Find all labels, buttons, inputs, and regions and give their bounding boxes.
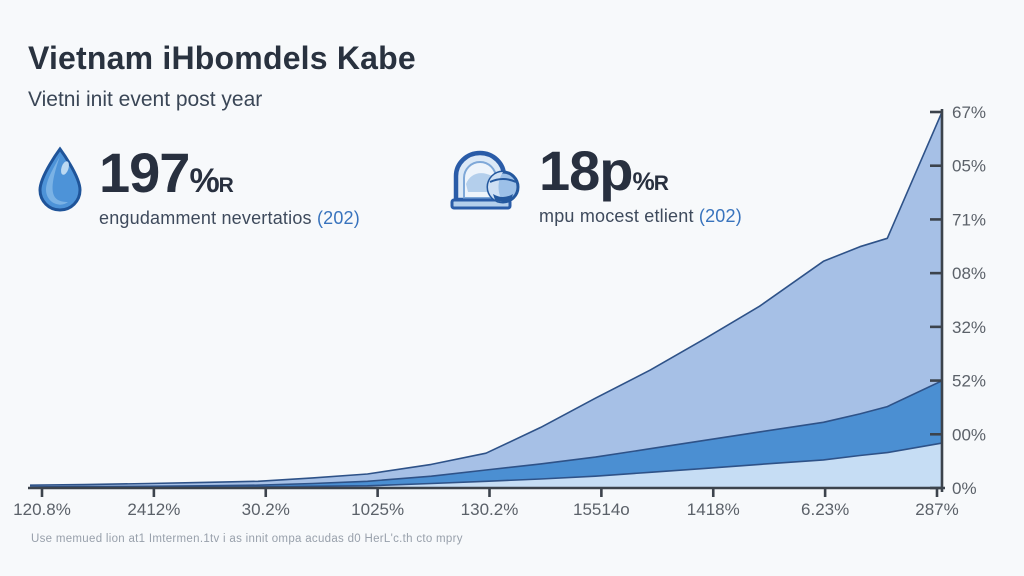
incubator-globe-icon	[444, 144, 526, 219]
x-tick-label: 287%	[915, 500, 958, 519]
stat-1-suffix: R	[218, 174, 234, 197]
y-tick-label: 08%	[952, 264, 986, 283]
stat-1-number: 197	[99, 141, 190, 204]
x-tick-label: 2412%	[127, 500, 180, 519]
page-title: Vietnam iHbomdels Kabe	[28, 40, 416, 76]
stat-2-number: 18p	[539, 139, 633, 202]
x-tick-label: 1418%	[687, 500, 740, 519]
stat-2-body: 18p%R mpu mocest etlient (202)	[539, 143, 742, 227]
stat-2-suffix: R	[653, 172, 669, 195]
stat-2-label: mpu mocest etlient (202)	[539, 206, 742, 227]
stat-2-percent-sign: %	[632, 168, 655, 196]
page-subtitle: Vietni init event post year	[28, 88, 263, 111]
y-tick-label: 05%	[952, 157, 986, 176]
chart-area-bottom	[30, 443, 942, 488]
stat-1-paren: (202)	[316, 208, 360, 229]
x-tick-label: 130.2%	[461, 500, 519, 519]
y-tick-label: 32%	[952, 318, 986, 337]
stat-2-value: 18p%R	[539, 143, 742, 199]
chart-area-main	[30, 112, 942, 488]
x-tick-label: 6.23%	[801, 500, 849, 519]
chart-area-mid	[30, 380, 942, 488]
stat-block-2: 18p%R mpu mocest etlient (202)	[444, 143, 742, 227]
stat-2-paren: (202)	[698, 206, 742, 227]
footnote: Use memued lion at1 Imtermen.1tv i as in…	[31, 533, 463, 545]
x-tick-label: 1025%	[351, 500, 404, 519]
y-tick-label: 67%	[952, 103, 986, 122]
stat-1-percent-sign: %	[189, 162, 219, 200]
stat-2-label-text: mpu mocest etlient	[539, 206, 694, 227]
y-tick-label: 52%	[952, 372, 986, 391]
y-tick-label: 00%	[952, 425, 986, 444]
stat-1-label-text: engudamment nevertatios	[99, 208, 312, 229]
stat-1-value: 197%R	[99, 145, 360, 201]
x-tick-label: 120.8%	[13, 500, 71, 519]
x-tick-label: 15514o	[573, 500, 630, 519]
y-tick-label: 71%	[952, 210, 986, 229]
water-drop-icon	[34, 146, 86, 217]
stat-1-label: engudamment nevertatios (202)	[99, 208, 360, 229]
y-tick-label: 0%	[952, 479, 977, 498]
stat-1-body: 197%R engudamment nevertatios (202)	[99, 145, 360, 229]
x-tick-label: 30.2%	[242, 500, 290, 519]
chart-edge-main	[29, 111, 943, 486]
stat-block-1: 197%R engudamment nevertatios (202)	[34, 145, 360, 229]
chart-edge-mid	[29, 380, 943, 488]
